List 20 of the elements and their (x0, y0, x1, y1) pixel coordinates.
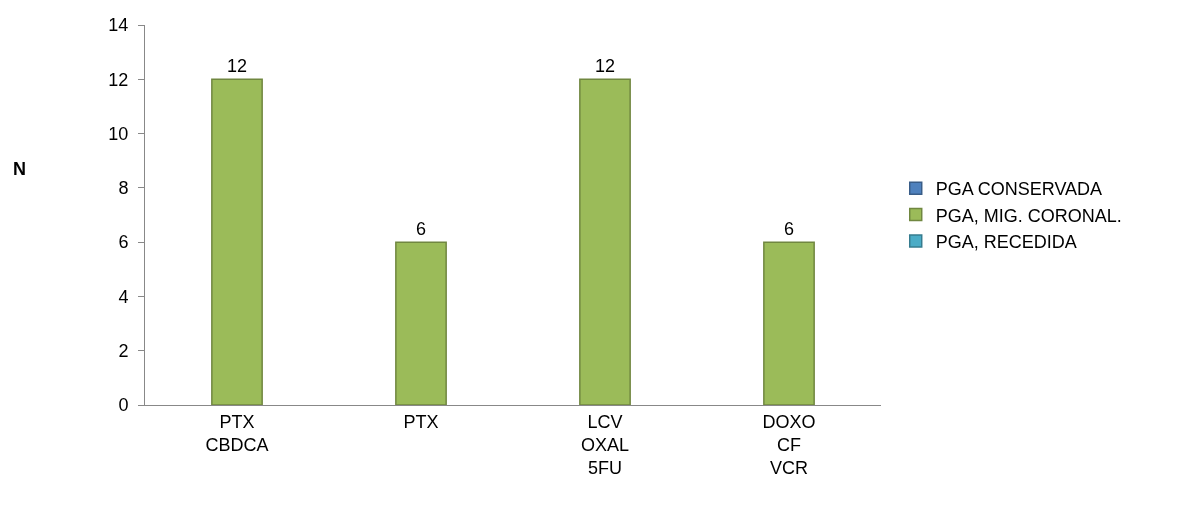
x-tick-label: PTX CBDCA (205, 411, 269, 455)
y-tick-label: 2 (118, 341, 129, 362)
data-label: 12 (594, 56, 616, 77)
y-tick-label: 8 (118, 178, 129, 199)
legend-label: PGA CONSERVADA (935, 179, 1103, 200)
data-label: 6 (783, 219, 795, 240)
y-tick-label: 0 (118, 395, 129, 416)
data-label: 6 (415, 219, 427, 240)
x-tick-label: LCV OXAL 5FU (580, 411, 630, 479)
y-tick-label: 10 (108, 123, 129, 144)
legend-label: PGA, MIG. CORONAL. (935, 205, 1122, 226)
y-tick-label: 6 (118, 232, 129, 253)
x-tick-label: PTX (403, 411, 439, 432)
y-tick-label: 12 (108, 69, 129, 90)
x-tick-label: DOXO CF VCR (762, 411, 816, 479)
legend-label: PGA, RECEDIDA (935, 232, 1077, 253)
y-tick-label: 14 (108, 15, 129, 36)
y-tick-label: 4 (118, 286, 129, 307)
data-label: 12 (226, 56, 248, 77)
y-axis-title: N (13, 159, 26, 179)
